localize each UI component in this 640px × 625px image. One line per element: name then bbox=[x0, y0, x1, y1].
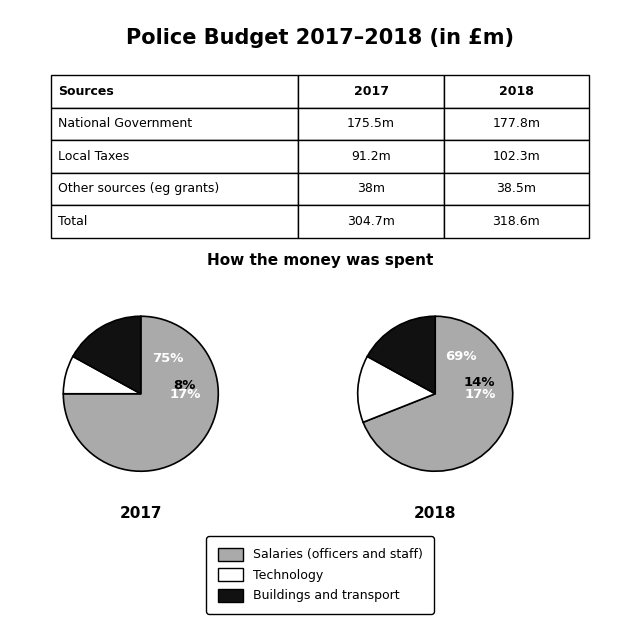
Wedge shape bbox=[358, 356, 435, 422]
Wedge shape bbox=[63, 316, 218, 471]
Text: 17%: 17% bbox=[465, 388, 496, 401]
Text: How the money was spent: How the money was spent bbox=[207, 253, 433, 268]
Wedge shape bbox=[363, 316, 513, 471]
Bar bbox=[444, 107, 589, 140]
Bar bbox=[298, 173, 444, 205]
Bar bbox=[51, 75, 298, 108]
Bar bbox=[444, 173, 589, 205]
Wedge shape bbox=[63, 356, 141, 394]
Text: 2018: 2018 bbox=[499, 85, 534, 98]
Text: Sources: Sources bbox=[58, 85, 113, 98]
Bar bbox=[444, 75, 589, 108]
Text: 75%: 75% bbox=[152, 352, 184, 364]
Wedge shape bbox=[73, 316, 141, 394]
Text: 91.2m: 91.2m bbox=[351, 150, 391, 162]
Bar bbox=[298, 75, 444, 108]
Text: 102.3m: 102.3m bbox=[492, 150, 540, 162]
Text: 38.5m: 38.5m bbox=[496, 182, 536, 195]
Wedge shape bbox=[367, 316, 435, 394]
Text: 2018: 2018 bbox=[414, 506, 456, 521]
Text: 38m: 38m bbox=[357, 182, 385, 195]
Bar bbox=[298, 140, 444, 172]
Bar bbox=[298, 205, 444, 238]
Bar bbox=[51, 140, 298, 172]
Text: Total: Total bbox=[58, 215, 87, 227]
Text: Local Taxes: Local Taxes bbox=[58, 150, 129, 162]
Text: 2017: 2017 bbox=[353, 85, 388, 98]
Text: Police Budget 2017–2018 (in £m): Police Budget 2017–2018 (in £m) bbox=[126, 28, 514, 48]
Text: 175.5m: 175.5m bbox=[347, 118, 395, 130]
Text: 177.8m: 177.8m bbox=[492, 118, 540, 130]
Text: 14%: 14% bbox=[463, 376, 495, 389]
Text: 8%: 8% bbox=[173, 379, 196, 392]
Text: 17%: 17% bbox=[170, 388, 202, 401]
Bar bbox=[51, 205, 298, 238]
Text: Other sources (eg grants): Other sources (eg grants) bbox=[58, 182, 219, 195]
Bar bbox=[444, 140, 589, 172]
Legend: Salaries (officers and staff), Technology, Buildings and transport: Salaries (officers and staff), Technolog… bbox=[206, 536, 434, 614]
Text: 304.7m: 304.7m bbox=[347, 215, 395, 227]
Bar bbox=[298, 107, 444, 140]
Bar bbox=[51, 107, 298, 140]
Text: 318.6m: 318.6m bbox=[492, 215, 540, 227]
Text: National Government: National Government bbox=[58, 118, 192, 130]
Bar bbox=[444, 205, 589, 238]
Bar bbox=[51, 173, 298, 205]
Text: 2017: 2017 bbox=[120, 506, 162, 521]
Text: 69%: 69% bbox=[445, 350, 476, 363]
